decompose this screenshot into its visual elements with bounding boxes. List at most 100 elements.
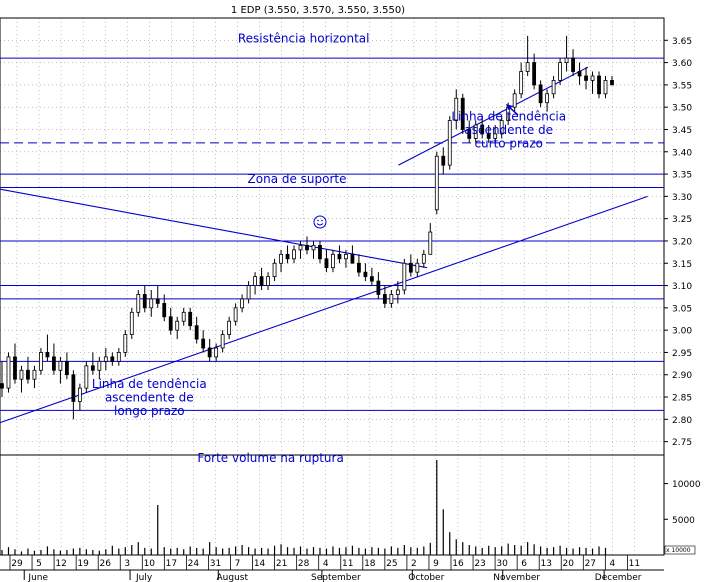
smiley-eye-left — [317, 219, 319, 222]
candle-body — [402, 262, 407, 291]
candle-body — [292, 249, 296, 260]
month-label: October — [408, 573, 444, 582]
x-tick-label: 7 — [235, 559, 241, 569]
candle-body — [558, 62, 562, 81]
candle-body — [350, 253, 355, 264]
x-tick-label: 23 — [474, 559, 485, 569]
candle-body — [298, 245, 303, 251]
candle-body — [45, 352, 50, 358]
price-tick-label: 2.90 — [672, 371, 692, 381]
candle-body — [590, 75, 595, 81]
price-tick-label: 3.65 — [672, 37, 692, 47]
candle-body — [538, 84, 543, 104]
candle-body — [357, 262, 361, 273]
candle-body — [493, 133, 498, 139]
candle-body — [123, 334, 128, 353]
candle-body — [84, 365, 89, 389]
candle-body — [6, 356, 11, 389]
x-tick-label: 24 — [188, 559, 200, 569]
candle-body — [480, 124, 485, 135]
month-label: November — [493, 573, 540, 582]
trend-line — [398, 66, 589, 166]
candle-body — [389, 294, 394, 304]
candle-body — [421, 253, 426, 264]
x-tick-label: 29 — [11, 559, 23, 569]
price-tick-label: 3.30 — [672, 193, 692, 203]
candle-body — [188, 311, 193, 327]
candle-body — [246, 285, 251, 300]
price-tick-label: 3.10 — [672, 282, 692, 292]
volume-panel: 5000 10000 x 10000 — [0, 454, 701, 556]
price-tick-label: 2.95 — [672, 349, 692, 359]
x-tick-label: 27 — [585, 559, 596, 569]
candle-body — [39, 352, 43, 371]
x-tick-label: 11 — [342, 559, 353, 569]
smiley-eye-right — [321, 219, 323, 222]
candle-body — [272, 262, 277, 278]
x-tick-label: 18 — [364, 559, 376, 569]
candle-body — [64, 360, 69, 376]
candle-body — [201, 338, 206, 349]
x-tick-label: 2 — [411, 559, 417, 569]
x-tick-label: 13 — [540, 559, 551, 569]
month-label: September — [311, 573, 361, 582]
chart-annotation: longo prazo — [114, 404, 185, 418]
month-label: July — [135, 573, 153, 582]
candle-body — [369, 276, 374, 282]
candle-body — [584, 75, 588, 81]
candle-body — [415, 262, 420, 273]
price-tick-label: 3.45 — [672, 126, 692, 136]
x-tick-label: 14 — [254, 559, 266, 569]
candle-body — [155, 298, 160, 304]
candle-body — [545, 93, 550, 104]
x-tick-label: 4 — [609, 559, 615, 569]
candle-body — [499, 120, 504, 135]
x-tick-label: 16 — [452, 559, 464, 569]
candle-body — [58, 360, 63, 371]
candle-body — [486, 133, 491, 139]
candle-body — [240, 298, 245, 309]
x-tick-label: 19 — [77, 559, 89, 569]
candle-body — [382, 294, 387, 304]
candle-body — [149, 298, 154, 309]
x-tick-label: 3 — [124, 559, 130, 569]
price-tick-label: 2.85 — [672, 394, 692, 404]
smiley-icon — [313, 215, 327, 229]
candle-body — [532, 62, 537, 86]
volume-tick-label: 5000 — [672, 516, 695, 526]
month-label: December — [595, 573, 642, 582]
candle-body — [525, 62, 530, 72]
candle-body — [233, 307, 238, 322]
chart-title: 1 EDP (3.550, 3.570, 3.550, 3.550) — [231, 5, 405, 16]
price-tick-label: 3.05 — [672, 304, 692, 314]
x-axis: 29 5 12 19 26 3 10 17 24 31 7 14 21 28 4 11 18 25 2 9 16 23 30… — [0, 555, 664, 582]
volume-tick-label: 10000 — [672, 480, 701, 490]
price-tick-label: 3.50 — [672, 104, 692, 114]
candle-body — [519, 71, 524, 95]
price-tick-label: 3.40 — [672, 148, 692, 158]
candle-body — [460, 97, 465, 130]
smiley-mouth — [316, 223, 324, 226]
x-tick-label: 25 — [386, 559, 397, 569]
candle-body — [597, 75, 601, 95]
price-tick-label: 2.80 — [672, 416, 692, 426]
candle-body — [194, 325, 199, 340]
candle-body — [162, 302, 167, 318]
candle-body — [311, 245, 316, 251]
candle-body — [207, 347, 212, 358]
candle-body — [395, 289, 400, 295]
candle-body — [376, 280, 381, 295]
price-tick-label: 3.60 — [672, 59, 692, 69]
candle-body — [564, 57, 569, 63]
candle-body — [259, 276, 264, 286]
candle-body — [428, 231, 433, 255]
price-tick-label: 3.25 — [672, 215, 692, 225]
candle-body — [19, 369, 24, 380]
x-tick-label: 30 — [496, 559, 508, 569]
month-label: June — [27, 573, 48, 582]
candle-body — [305, 245, 309, 251]
candle-body — [577, 71, 582, 77]
x-tick-label: 17 — [166, 559, 177, 569]
candle-body — [318, 245, 322, 260]
candle-body — [227, 320, 232, 336]
